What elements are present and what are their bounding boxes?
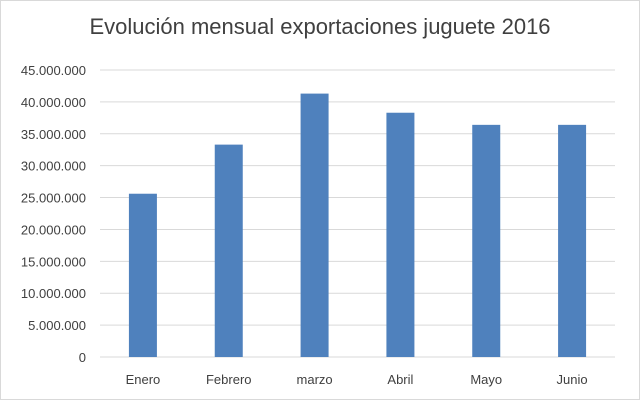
- y-tick-label: 30.000.000: [21, 159, 86, 174]
- y-axis-tick-labels: 0 5.000.000 10.000.000 15.000.000 20.000.000…: [21, 63, 86, 365]
- x-tick-label: marzo: [297, 372, 333, 387]
- y-tick-label: 5.000.000: [28, 318, 86, 333]
- bar-abril: [386, 112, 415, 357]
- bar-mayo: [472, 124, 501, 357]
- x-tick-label: Junio: [557, 372, 588, 387]
- y-tick-label: 20.000.000: [21, 222, 86, 237]
- bar-febrero: [214, 144, 243, 357]
- gridlines: [100, 69, 615, 358]
- bars: [128, 93, 587, 357]
- y-tick-label: 25.000.000: [21, 191, 86, 206]
- x-tick-label: Mayo: [470, 372, 502, 387]
- bar-junio: [558, 124, 587, 357]
- x-tick-label: Abril: [387, 372, 413, 387]
- y-tick-label: 40.000.000: [21, 95, 86, 110]
- y-tick-label: 10.000.000: [21, 286, 86, 301]
- bar-enero: [128, 193, 157, 357]
- y-tick-label: 35.000.000: [21, 127, 86, 142]
- x-axis-tick-labels: Enero Febrero marzo Abril Mayo Junio: [126, 372, 588, 387]
- y-tick-label: 15.000.000: [21, 254, 86, 269]
- y-tick-label: 0: [79, 350, 86, 365]
- x-tick-label: Febrero: [206, 372, 252, 387]
- chart-title: Evolución mensual exportaciones juguete …: [89, 14, 551, 39]
- y-tick-label: 45.000.000: [21, 63, 86, 78]
- x-tick-label: Enero: [126, 372, 161, 387]
- bar-marzo: [300, 93, 329, 357]
